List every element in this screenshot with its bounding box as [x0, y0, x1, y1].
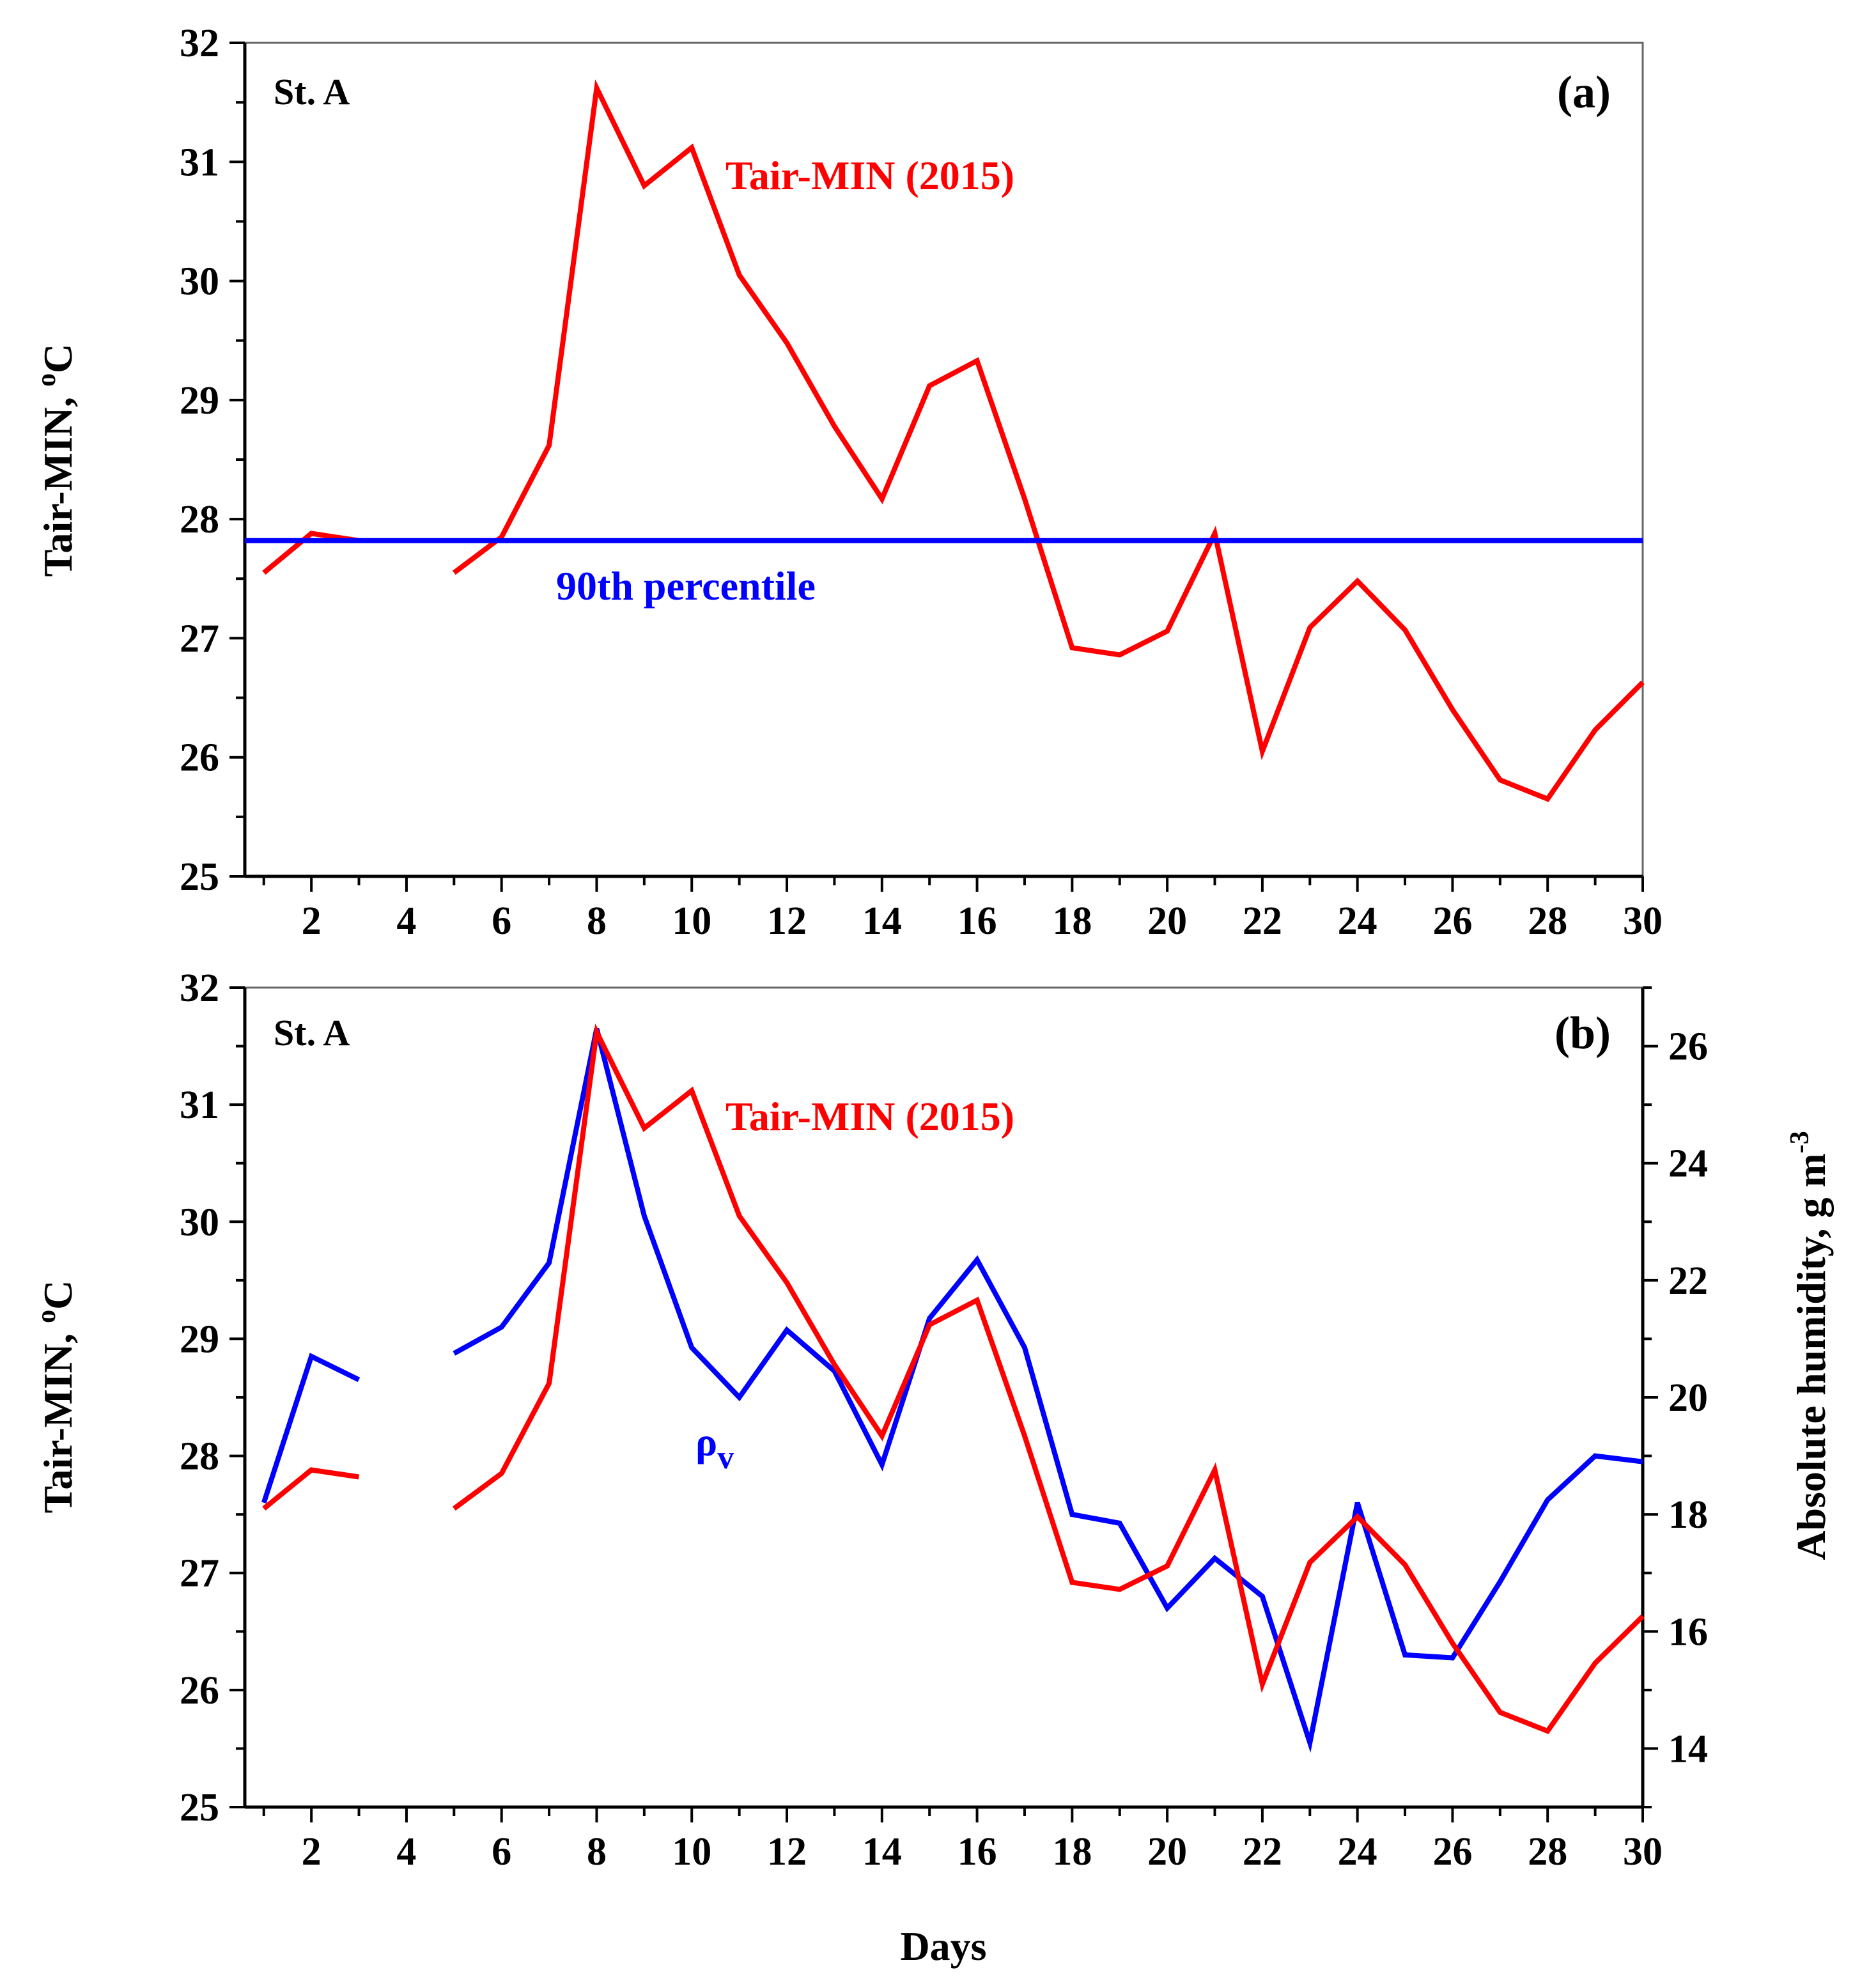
y-tick-label: 29 — [180, 379, 219, 423]
x-tick-label: 4 — [396, 1830, 416, 1874]
x-tick-label: 10 — [672, 899, 711, 943]
series-line-v — [261, 1353, 361, 1504]
y-tick-label: 31 — [180, 141, 219, 184]
x-tick-label: 26 — [1432, 1830, 1472, 1874]
x-tick-label: 30 — [1623, 899, 1663, 943]
y-axis-label-sup-b: o — [32, 1310, 61, 1323]
y-tick-label: 32 — [180, 967, 219, 1010]
y2-tick-label: 26 — [1668, 1025, 1708, 1069]
y2-tick-label: 16 — [1668, 1610, 1708, 1654]
y-tick-label: 28 — [180, 498, 219, 541]
y-axis-label-unit-b: C — [35, 1280, 81, 1310]
series-b — [261, 1023, 1645, 1753]
y-tick-label: 29 — [180, 1317, 219, 1361]
y-tick-label: 27 — [180, 617, 219, 660]
x-tick-label: 8 — [587, 899, 607, 943]
y-tick-label: 30 — [180, 260, 219, 304]
x-tick-label: 24 — [1338, 1830, 1377, 1874]
x-tick-label: 28 — [1528, 1830, 1567, 1874]
x-ticks-b: 2 4 6 8 10 12 14 16 18 20 22 24 26 28 30 — [262, 1807, 1663, 1874]
x-tick-label: 28 — [1528, 899, 1567, 943]
panel-label-b: (b) — [1555, 1007, 1611, 1059]
x-tick-label: 22 — [1243, 899, 1282, 943]
y-tick-label: 25 — [180, 1786, 219, 1829]
series-label-percentile-a: 90th percentile — [556, 563, 816, 609]
series-label-tair-b: Tair-MIN (2015) — [725, 1094, 1014, 1139]
y2-tick-label: 14 — [1668, 1727, 1708, 1771]
x-tick-label: 4 — [396, 899, 416, 943]
y-axis-label-unit-a: C — [35, 344, 81, 373]
x-tick-label: 20 — [1147, 1830, 1187, 1874]
series-line-v — [453, 1028, 1643, 1753]
x-tick-label: 12 — [767, 1830, 807, 1874]
panel-b: 2 4 6 8 10 12 14 16 18 20 22 24 26 28 30 2526272829303… — [32, 967, 1834, 1969]
y2-tick-label: 22 — [1668, 1259, 1708, 1303]
panel-a: 2 4 6 8 10 12 14 16 18 20 22 24 26 28 30 2526272829303… — [32, 22, 1663, 943]
series-label-rhov-b: ρv — [695, 1419, 734, 1476]
y2-axis-label-text-b: Absolute humidity, g m — [1788, 1153, 1834, 1560]
x-tick-label: 12 — [767, 899, 807, 943]
x-tick-label: 22 — [1243, 1830, 1282, 1874]
y-axis-label-text-b: Tair-MIN, — [35, 1323, 81, 1513]
y2-tick-label: 24 — [1668, 1142, 1708, 1186]
x-tick-label: 16 — [958, 1830, 997, 1874]
x-tick-label: 18 — [1052, 1830, 1092, 1874]
y-tick-label: 30 — [180, 1200, 219, 1244]
y-tick-label: 28 — [180, 1435, 219, 1479]
x-tick-label: 18 — [1052, 899, 1092, 943]
rhov-subscript: v — [717, 1440, 734, 1476]
y-tick-label: 27 — [180, 1552, 219, 1596]
y-axis-label-b: Tair-MIN, oC — [32, 1280, 81, 1514]
x-tick-label: 30 — [1623, 1830, 1663, 1874]
panel-label-a: (a) — [1557, 66, 1611, 118]
series-line-tair-min-2015 — [452, 79, 1645, 802]
series-a — [245, 79, 1645, 802]
y-axis-label-text-a: Tair-MIN, — [35, 387, 81, 577]
x-tick-label: 14 — [862, 899, 902, 943]
x-tick-label: 14 — [862, 1830, 902, 1874]
x-tick-label: 20 — [1147, 899, 1187, 943]
x-tick-label: 6 — [492, 1830, 511, 1874]
x-tick-label: 26 — [1432, 899, 1472, 943]
x-tick-label: 16 — [958, 899, 997, 943]
x-ticks-a: 2 4 6 8 10 12 14 16 18 20 22 24 26 28 30 — [262, 876, 1663, 943]
rhov-symbol: ρ — [695, 1419, 717, 1464]
y2-tick-label: 18 — [1668, 1493, 1708, 1537]
x-tick-label: 2 — [302, 899, 322, 943]
x-tick-label: 24 — [1338, 899, 1377, 943]
series-line-tair-min-2015 — [262, 1467, 360, 1511]
y2-axis-label-b: Absolute humidity, g m-3 — [1785, 1131, 1834, 1560]
x-tick-label: 2 — [302, 1830, 322, 1874]
y-tick-label: 25 — [180, 855, 219, 899]
station-label-a: St. A — [274, 71, 350, 113]
x-tick-label: 6 — [492, 899, 511, 943]
y2-tick-label: 20 — [1668, 1376, 1708, 1420]
y2-axis-label-sup-b: -3 — [1785, 1131, 1815, 1153]
y-ticks-b: 25 26 27 28 29 30 31 32 — [180, 967, 245, 1829]
series-line-tair-min-2015 — [452, 1023, 1645, 1734]
y-ticks-a: 25 26 27 28 29 30 31 32 — [180, 22, 245, 899]
x-axis-label-b: Days — [900, 1923, 986, 1969]
series-label-tair-a: Tair-MIN (2015) — [725, 153, 1014, 198]
x-tick-label: 10 — [672, 1830, 711, 1874]
station-label-b: St. A — [274, 1012, 350, 1053]
y-tick-label: 26 — [180, 736, 219, 780]
y-tick-label: 32 — [180, 22, 219, 65]
y-axis-label-a: Tair-MIN, oC — [32, 344, 81, 577]
y-axis-label-sup-a: o — [32, 373, 61, 387]
y2-ticks-b: 14 16 18 20 22 24 26 — [1643, 986, 1708, 1808]
x-tick-label: 8 — [587, 1830, 607, 1874]
y-tick-label: 31 — [180, 1083, 219, 1127]
y-tick-label: 26 — [180, 1669, 219, 1712]
